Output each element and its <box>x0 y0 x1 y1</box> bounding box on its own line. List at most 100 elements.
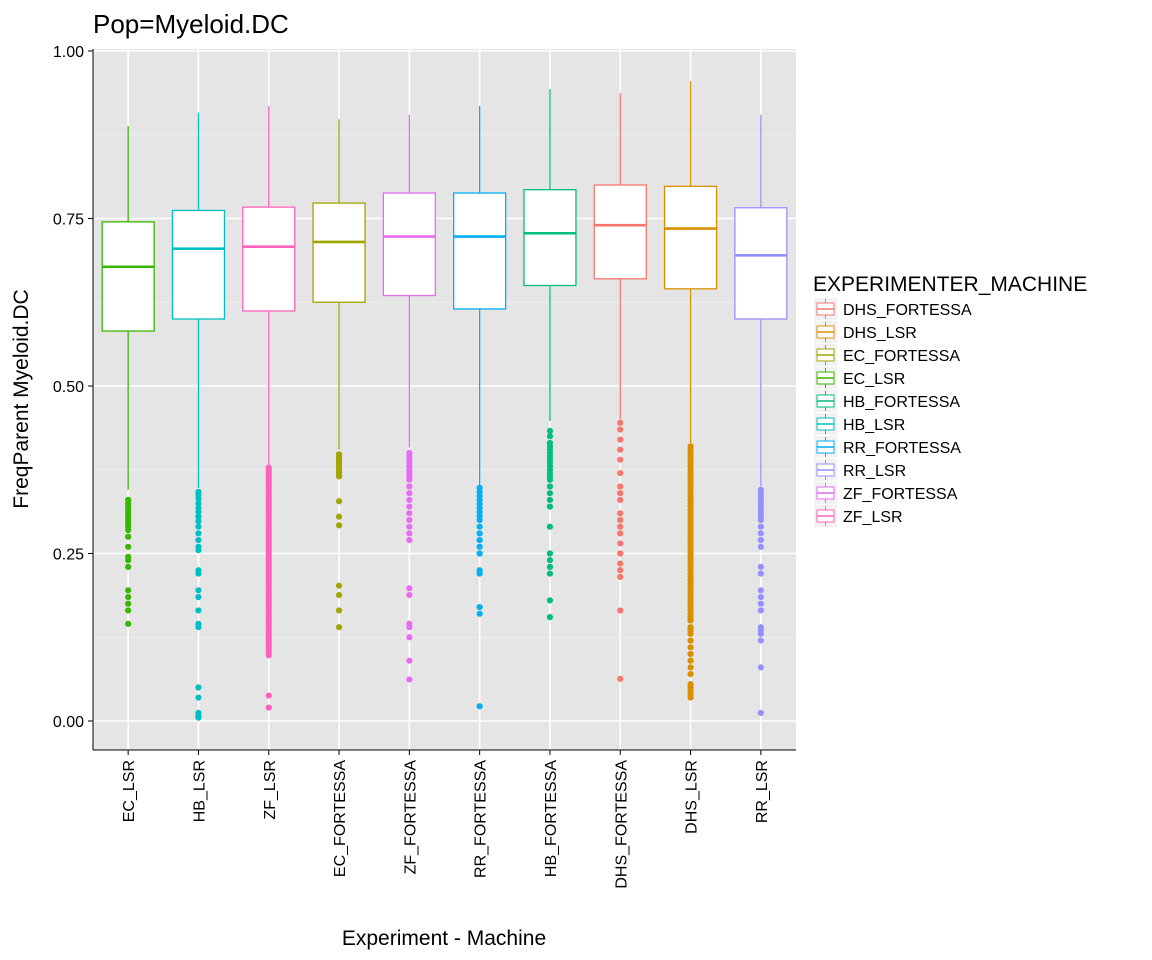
outlier-point <box>476 550 483 557</box>
outlier-point <box>476 610 483 617</box>
outlier-point <box>125 620 132 627</box>
outlier-point <box>406 530 413 537</box>
box-RR_FORTESSA <box>452 105 507 710</box>
outlier-point <box>335 513 343 520</box>
outlier-point <box>757 523 764 530</box>
y-tick-label-3: 0.75 <box>53 212 84 229</box>
outlier-point <box>617 436 624 443</box>
outlier-point <box>617 446 624 453</box>
outlier-point <box>757 570 764 577</box>
outlier-point <box>757 630 764 638</box>
outlier-point <box>125 563 132 571</box>
outlier-point <box>125 600 132 607</box>
outlier-point <box>125 557 132 564</box>
outlier-point <box>335 522 343 529</box>
outlier-point <box>476 523 483 530</box>
x-tick-label-4: ZF_FORTESSA <box>402 760 419 875</box>
outlier-point <box>406 476 413 483</box>
outlier-point <box>406 490 413 497</box>
outlier-point <box>546 476 554 483</box>
legend-label: DHS_LSR <box>843 325 917 342</box>
x-axis-title: Experiment - Machine <box>342 927 546 950</box>
outlier-point <box>617 456 624 463</box>
outlier-point <box>687 671 694 678</box>
box-RR_LSR <box>734 114 788 717</box>
outlier-point <box>546 570 554 577</box>
outlier-point <box>406 591 413 599</box>
box-iqr <box>734 207 788 320</box>
box-EC_LSR <box>101 126 155 627</box>
outlier-point <box>406 657 413 664</box>
outlier-point <box>546 483 554 490</box>
legend-label: EC_LSR <box>843 371 905 388</box>
outlier-point <box>757 664 764 671</box>
legend-label: DHS_FORTESSA <box>843 302 972 319</box>
outlier-point <box>406 537 413 544</box>
outlier-point <box>546 614 554 621</box>
outlier-point <box>195 694 202 701</box>
legend-item-RR_LSR: RR_LSR <box>814 459 906 481</box>
outlier-point <box>125 543 132 550</box>
legend-item-RR_FORTESSA: RR_FORTESSA <box>814 436 961 458</box>
outlier-point <box>476 604 483 611</box>
y-tick-label-2: 0.50 <box>53 379 84 396</box>
outlier-point <box>757 530 764 537</box>
x-tick-label-9: RR_LSR <box>754 760 771 823</box>
outlier-point <box>757 637 764 644</box>
outlier-point <box>335 591 343 599</box>
outlier-point <box>406 496 413 503</box>
box-iqr <box>101 221 155 332</box>
outlier-point <box>617 426 624 433</box>
x-tick-label-0: EC_LSR <box>121 760 138 822</box>
outlier-point <box>617 560 624 567</box>
plot-panel <box>93 49 796 750</box>
outlier-point <box>195 523 202 530</box>
outlier-point <box>757 600 764 607</box>
box-HB_FORTESSA <box>523 89 577 621</box>
outlier-point <box>546 557 554 564</box>
outlier-point <box>546 427 554 434</box>
y-axis-ticks: 0.00 0.25 0.50 0.75 1.00 <box>53 44 93 731</box>
outlier-point <box>195 500 202 507</box>
outlier-point <box>546 523 554 530</box>
outlier-point <box>687 630 694 638</box>
outlier-point <box>546 433 554 440</box>
legend-item-DHS_FORTESSA: DHS_FORTESSA <box>814 298 972 320</box>
box-iqr <box>312 202 366 303</box>
x-tick-label-1: HB_LSR <box>191 760 208 822</box>
outlier-point <box>617 419 624 426</box>
outlier-point <box>195 587 202 594</box>
outlier-point <box>617 550 624 557</box>
outlier-point <box>406 624 413 631</box>
outlier-point <box>195 513 202 520</box>
x-axis-ticks: EC_LSR HB_LSR ZF_LSR EC_FORTESSA ZF_FORTESSA… <box>121 750 771 889</box>
outlier-point <box>687 694 694 701</box>
outlier-point <box>335 582 343 589</box>
box-iqr <box>171 209 226 320</box>
outlier-point <box>125 593 132 601</box>
outlier-point <box>195 624 202 631</box>
outlier-point <box>617 567 624 574</box>
outlier-point <box>617 675 624 682</box>
outlier-point <box>687 644 694 651</box>
outlier-point <box>617 483 624 490</box>
outlier-point <box>195 537 202 544</box>
outlier-point <box>476 516 483 524</box>
outlier-point <box>195 714 202 721</box>
outlier-point <box>476 543 483 550</box>
box-iqr <box>593 184 647 280</box>
x-tick-label-3: EC_FORTESSA <box>332 760 349 877</box>
outlier-point <box>265 704 272 711</box>
legend-label: ZF_LSR <box>843 509 903 526</box>
box-iqr <box>663 185 718 290</box>
legend-item-EC_FORTESSA: EC_FORTESSA <box>814 344 960 366</box>
legend-item-DHS_LSR: DHS_LSR <box>814 321 917 343</box>
box-ZF_LSR <box>242 105 296 711</box>
y-tick-label-1: 0.25 <box>53 547 84 564</box>
outlier-point <box>546 563 554 571</box>
box-ZF_FORTESSA <box>382 114 437 683</box>
outlier-point <box>476 570 483 577</box>
outlier-point <box>195 495 202 502</box>
outlier-point <box>195 570 202 577</box>
